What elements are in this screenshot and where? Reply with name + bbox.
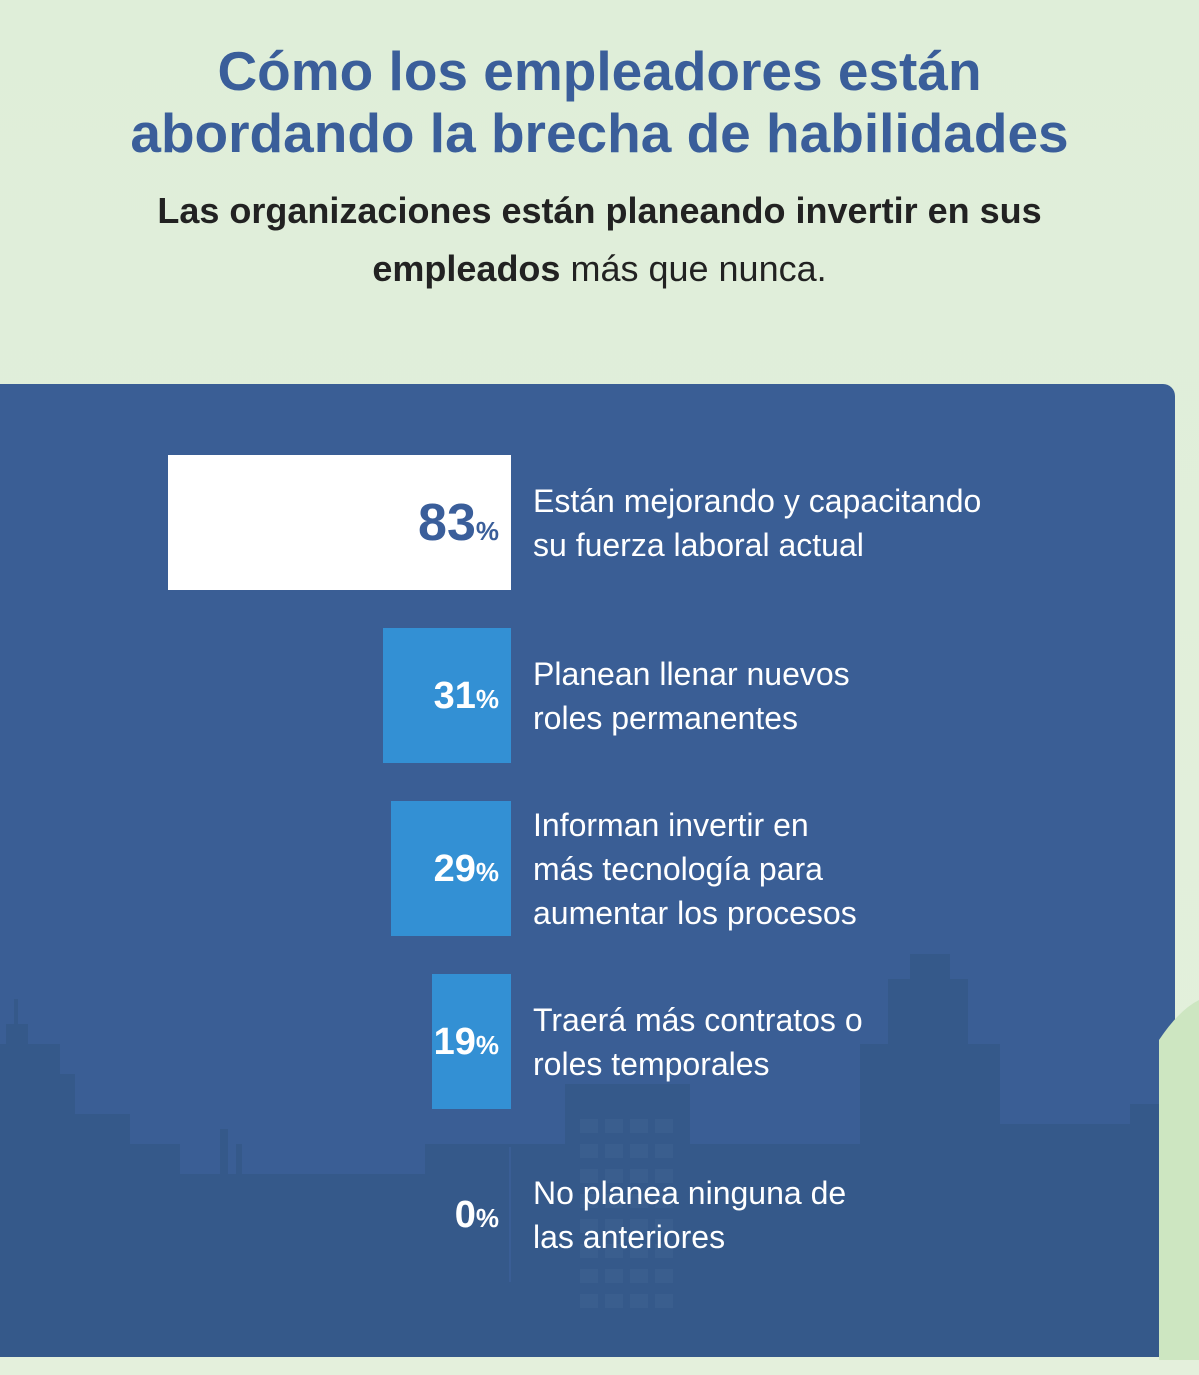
bar-value-number: 19 [433,1020,476,1063]
bar-value-label-0: 83% [299,497,499,557]
label-line: roles permanentes [533,699,799,736]
label-line: Planean llenar nuevos [533,655,850,692]
label-line: su fuerza laboral actual [533,526,864,563]
title-line-1: Cómo los empleadores están [217,40,982,102]
bar-2 [391,801,511,936]
city-skyline-illustration [0,954,1175,1357]
label-line: Traerá más contratos o [533,1001,863,1038]
title-line-2: abordando la brecha de habilidades [130,102,1069,164]
bar-value-percent: % [475,515,499,546]
header: Cómo los empleadores están abordando la … [0,0,1199,380]
bar-value-percent: % [475,683,499,714]
bar-category-label-0: Están mejorando y capacitando su fuerza l… [533,479,1013,567]
bar-value-label-3: 19% [299,1023,499,1064]
bar-4 [509,1147,511,1282]
bar-chart: 83% Están mejorando y capacitando su fuerz… [0,384,1175,1357]
green-hill-decoration [1159,1000,1199,1360]
page-subtitle: Las organizaciones están planeando inver… [0,182,1199,298]
bar-value-percent: % [475,856,499,887]
bar-category-label-4: No planea ninguna de las anteriores [533,1171,1013,1259]
subtitle-line-1: Las organizaciones están planeando inver… [157,190,1042,231]
bar-value-label-1: 31% [299,677,499,718]
label-line: No planea ninguna de [533,1174,847,1211]
bar-value-label-2: 29% [299,850,499,891]
label-line: aumentar los procesos [533,894,857,931]
bar-1 [382,628,511,763]
label-line: Están mejorando y capacitando [533,482,982,519]
subtitle-light: más que nunca. [560,248,827,289]
bar-0 [168,455,511,590]
bar-category-label-2: Informan invertir en más tecnología para a… [533,803,1013,935]
bar-value-percent: % [475,1029,499,1060]
bar-category-label-3: Traerá más contratos o roles temporales [533,998,1013,1086]
bar-3 [432,974,511,1109]
chart-panel: 83% Están mejorando y capacitando su fuerz… [0,384,1175,1357]
bar-value-number: 31 [433,674,476,717]
bar-category-label-1: Planean llenar nuevos roles permanentes [533,652,1013,740]
label-line: roles temporales [533,1045,770,1082]
bar-value-number: 0 [454,1193,476,1236]
label-line: Informan invertir en [533,806,809,843]
bar-value-number: 83 [418,493,476,552]
bar-value-percent: % [475,1202,499,1233]
bar-value-label-4: 0% [299,1196,499,1237]
label-line: más tecnología para [533,850,823,887]
subtitle-bold: empleados [372,248,561,289]
subtitle-line-2: empleados más que nunca. [0,240,1199,298]
bar-value-number: 29 [433,847,476,890]
page-title: Cómo los empleadores están abordando la … [0,40,1199,164]
label-line: las anteriores [533,1218,726,1255]
